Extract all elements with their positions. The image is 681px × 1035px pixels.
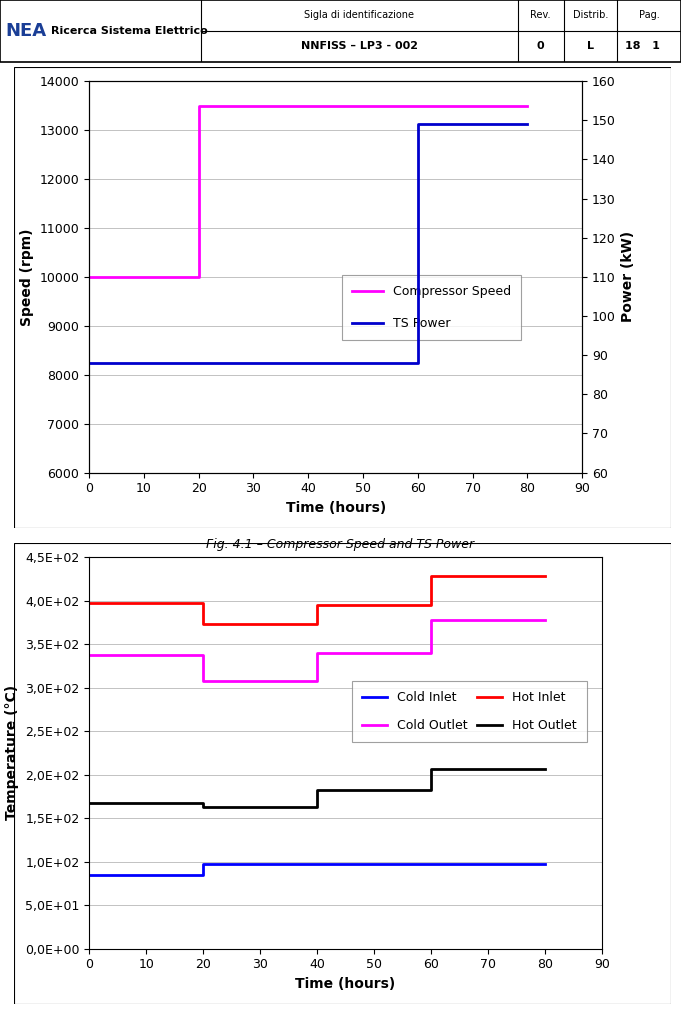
Text: L: L xyxy=(587,41,594,51)
Text: Rev.: Rev. xyxy=(530,10,551,20)
Text: NEA: NEA xyxy=(5,22,46,40)
Text: Fig. 4.1 – Compressor Speed and TS Power: Fig. 4.1 – Compressor Speed and TS Power xyxy=(206,538,475,551)
Text: NNFISS – LP3 - 002: NNFISS – LP3 - 002 xyxy=(301,41,417,51)
Text: 18   1: 18 1 xyxy=(624,41,660,51)
Text: Pag.: Pag. xyxy=(639,10,659,20)
X-axis label: Time (hours): Time (hours) xyxy=(285,501,385,514)
Text: 0: 0 xyxy=(537,41,545,51)
Legend: Cold Inlet, Cold Outlet, Hot Inlet, Hot Outlet: Cold Inlet, Cold Outlet, Hot Inlet, Hot … xyxy=(352,681,587,742)
Y-axis label: Power (kW): Power (kW) xyxy=(621,231,635,322)
Legend: Compressor Speed, TS Power: Compressor Speed, TS Power xyxy=(342,275,521,341)
Y-axis label: Speed (rpm): Speed (rpm) xyxy=(20,228,34,326)
Text: Sigla di identificazione: Sigla di identificazione xyxy=(304,10,414,20)
X-axis label: Time (hours): Time (hours) xyxy=(296,977,396,990)
Text: Ricerca Sistema Elettrico: Ricerca Sistema Elettrico xyxy=(51,26,208,36)
Text: Distrib.: Distrib. xyxy=(573,10,608,20)
Y-axis label: Temperature (°C): Temperature (°C) xyxy=(5,685,20,821)
